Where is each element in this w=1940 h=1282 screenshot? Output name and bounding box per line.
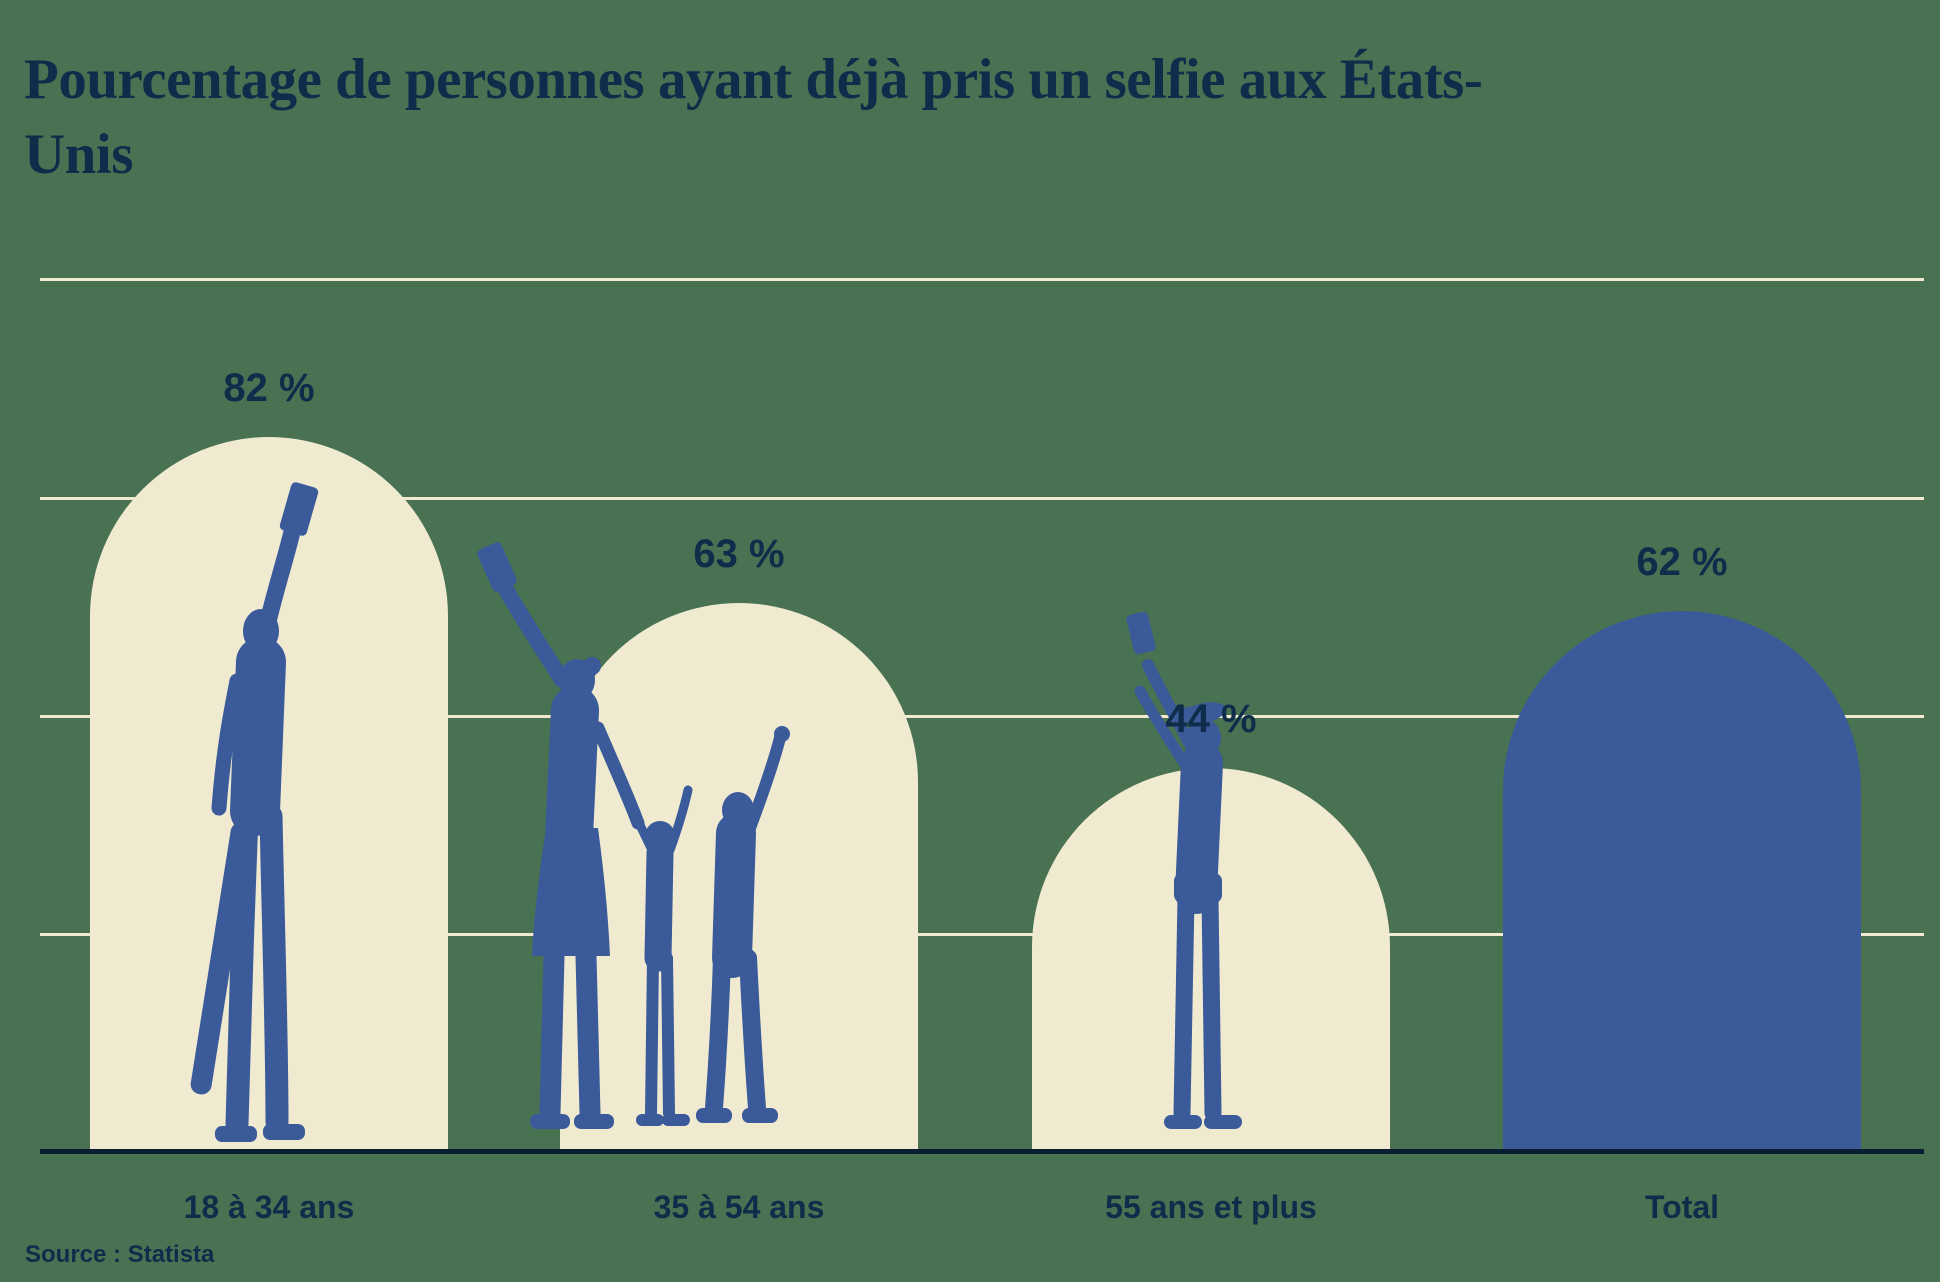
chart-title: Pourcentage de personnes ayant déjà pris… [24, 48, 1483, 187]
gridline-50 [40, 715, 1924, 718]
value-label-55-plus: 44 % [1165, 697, 1257, 741]
gridline-75 [40, 497, 1924, 500]
bar-arch-total [1503, 611, 1861, 1152]
source-credit: Source : Statista [25, 1241, 215, 1268]
gridline-25 [40, 933, 1924, 936]
silhouette-senior-selfie-icon [1126, 611, 1242, 1129]
category-label-35-54: 35 à 54 ans [653, 1189, 825, 1225]
value-label-18-34: 82 % [223, 366, 315, 410]
value-label-total: 62 % [1636, 540, 1728, 584]
bar-group-55-plus: 44 % 55 ans et plus [1032, 611, 1390, 1225]
x-axis-line [40, 1149, 1924, 1154]
bar-group-18-34: 82 % 18 à 34 ans [90, 366, 448, 1225]
value-label-35-54: 63 % [693, 532, 785, 576]
category-label-18-34: 18 à 34 ans [183, 1189, 355, 1225]
gridline-100 [40, 278, 1924, 281]
category-label-55-plus: 55 ans et plus [1105, 1189, 1317, 1225]
bar-group-total: 62 % Total [1503, 540, 1861, 1225]
silhouette-young-adult-selfie-icon [190, 482, 319, 1142]
silhouette-family-selfie-icon [477, 542, 790, 1129]
category-label-total: Total [1644, 1189, 1720, 1225]
bar-group-35-54: 63 % 35 à 54 ans [477, 532, 918, 1225]
